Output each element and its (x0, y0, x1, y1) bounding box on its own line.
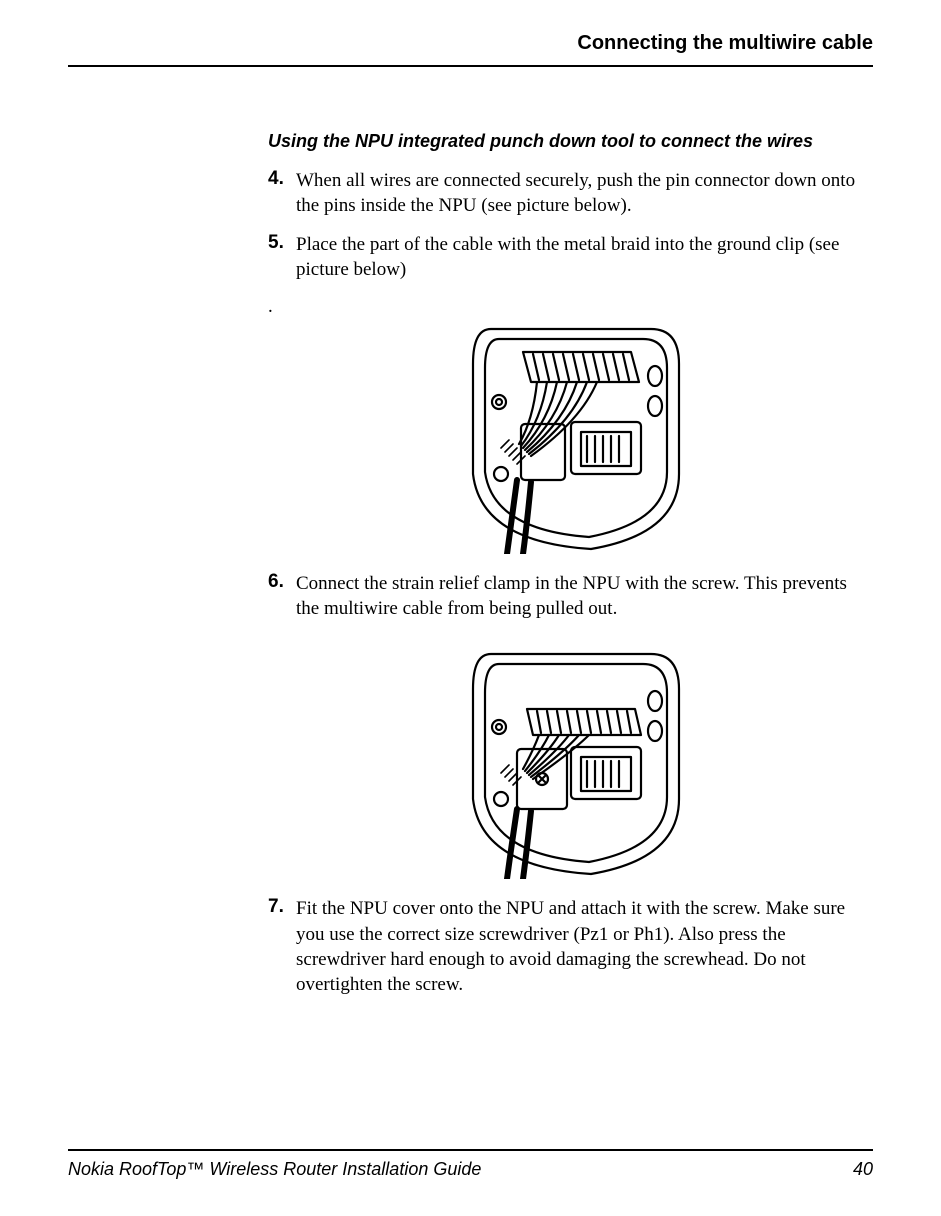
step-6: 6. Connect the strain relief clamp in th… (268, 571, 873, 621)
step-7: 7. Fit the NPU cover onto the NPU and at… (268, 896, 873, 996)
section-header: Connecting the multiwire cable (68, 32, 873, 65)
step-text: Fit the NPU cover onto the NPU and attac… (296, 896, 873, 996)
npu-diagram-2-icon (421, 649, 721, 879)
figure-1 (268, 324, 873, 559)
figure-2 (268, 649, 873, 884)
main-content: Using the NPU integrated punch down tool… (268, 131, 873, 997)
figure-caption: Using the NPU integrated punch down tool… (268, 131, 873, 152)
header-rule (68, 65, 873, 67)
step-number: 4. (268, 168, 296, 190)
page-footer: Nokia RoofTop™ Wireless Router Installat… (68, 1149, 873, 1180)
step-text: Place the part of the cable with the met… (296, 232, 873, 282)
stray-period: . (268, 296, 873, 318)
step-4: 4. When all wires are connected securely… (268, 168, 873, 218)
step-number: 6. (268, 571, 296, 593)
footer-doc-title: Nokia RoofTop™ Wireless Router Installat… (68, 1159, 481, 1180)
footer-page-number: 40 (853, 1159, 873, 1180)
step-5: 5. Place the part of the cable with the … (268, 232, 873, 282)
step-text: When all wires are connected securely, p… (296, 168, 873, 218)
step-text: Connect the strain relief clamp in the N… (296, 571, 873, 621)
step-number: 5. (268, 232, 296, 254)
step-number: 7. (268, 896, 296, 918)
npu-diagram-1-icon (421, 324, 721, 554)
footer-rule (68, 1149, 873, 1151)
